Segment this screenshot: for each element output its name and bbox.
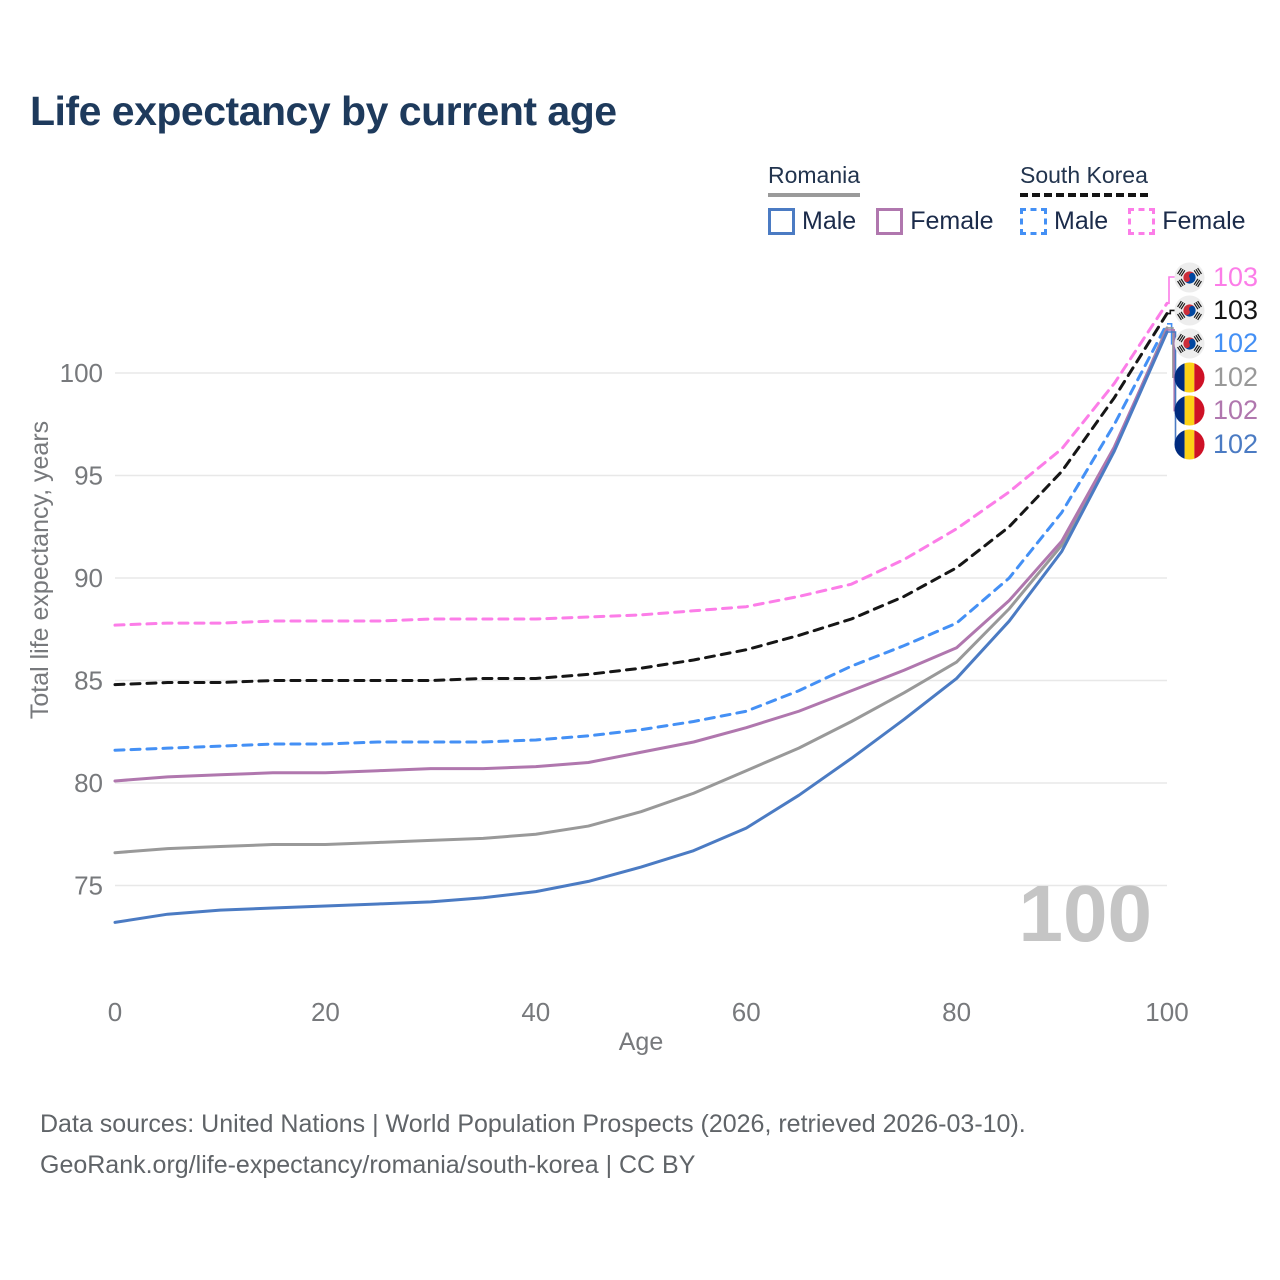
end-label-ro_male: 102 <box>1174 428 1258 461</box>
end-connector-kr_female <box>1167 276 1176 305</box>
series-line-kr_combined[interactable] <box>113 312 1169 687</box>
y-tick-95: 95 <box>74 461 103 491</box>
y-tick-90: 90 <box>74 563 103 593</box>
footer-data-sources: Data sources: United Nations | World Pop… <box>40 1110 1026 1138</box>
legend-items-romania: Male Female <box>768 207 1014 236</box>
x-tick-100: 100 <box>1145 997 1188 1027</box>
south-korea-flag-icon <box>1174 328 1205 359</box>
legend-group-romania: Romania Male Female <box>768 162 1014 236</box>
south-korea-flag-icon <box>1174 261 1205 293</box>
y-tick-100: 100 <box>60 358 103 388</box>
end-value-kr_female: 103 <box>1213 261 1259 292</box>
end-label-kr_female: 103 <box>1174 261 1258 294</box>
x-tick-80: 80 <box>942 997 971 1027</box>
south-korea-flag-icon <box>1174 295 1205 326</box>
footer-attribution: GeoRank.org/life-expectancy/romania/sout… <box>40 1151 696 1179</box>
end-connector-kr_combined <box>1167 309 1176 315</box>
romania-flag-icon <box>1174 362 1205 393</box>
romania-flag-icon <box>1174 428 1205 460</box>
y-tick-85: 85 <box>74 666 103 696</box>
end-value-kr_combined: 103 <box>1213 294 1259 325</box>
legend-label-south-korea-female[interactable]: Female <box>1162 207 1246 235</box>
end-value-ro_combined: 102 <box>1213 361 1259 392</box>
y-tick-80: 80 <box>74 768 103 798</box>
x-tick-60: 60 <box>732 997 761 1027</box>
romania-flag-icon <box>1174 395 1205 426</box>
legend-country-romania[interactable]: Romania <box>768 162 861 197</box>
legend-swatch-romania-male[interactable] <box>768 208 795 235</box>
end-value-kr_male: 102 <box>1213 328 1259 359</box>
series-line-kr_female[interactable] <box>113 301 1169 627</box>
legend-country-south-korea[interactable]: South Korea <box>1020 162 1148 197</box>
legend-swatch-south-korea-female[interactable] <box>1128 208 1156 235</box>
end-label-ro_combined: 102 <box>1174 361 1258 394</box>
legend-swatch-romania-female[interactable] <box>876 208 904 235</box>
legend-group-south-korea: South Korea Male Female <box>1020 162 1266 236</box>
series-line-ro_male[interactable] <box>113 330 1169 924</box>
end-label-kr_male: 102 <box>1174 327 1258 360</box>
y-tick-75: 75 <box>74 871 103 901</box>
x-tick-0: 0 <box>108 997 122 1027</box>
legend-label-romania-female[interactable]: Female <box>910 207 994 235</box>
legend-label-south-korea-male[interactable]: Male <box>1054 207 1109 235</box>
x-tick-20: 20 <box>311 997 340 1027</box>
chart-title: Life expectancy by current age <box>30 88 617 134</box>
end-label-ro_female: 102 <box>1174 394 1258 427</box>
age-watermark: 100 <box>1019 869 1152 958</box>
footer: Data sources: United Nations | World Pop… <box>40 1104 1026 1186</box>
x-axis-label: Age <box>619 1028 663 1056</box>
end-value-ro_female: 102 <box>1213 395 1259 426</box>
series-line-kr_male[interactable] <box>113 322 1169 752</box>
series-line-ro_combined[interactable] <box>113 326 1169 855</box>
legend-items-south-korea: Male Female <box>1020 207 1266 236</box>
end-label-kr_combined: 103 <box>1174 294 1258 327</box>
x-tick-40: 40 <box>521 997 550 1027</box>
legend-swatch-south-korea-male[interactable] <box>1020 208 1047 235</box>
series-line-ro_female[interactable] <box>113 328 1169 783</box>
legend-label-romania-male[interactable]: Male <box>802 207 857 235</box>
y-axis-label: Total life expectancy, years <box>26 421 54 719</box>
end-value-ro_male: 102 <box>1213 428 1259 459</box>
